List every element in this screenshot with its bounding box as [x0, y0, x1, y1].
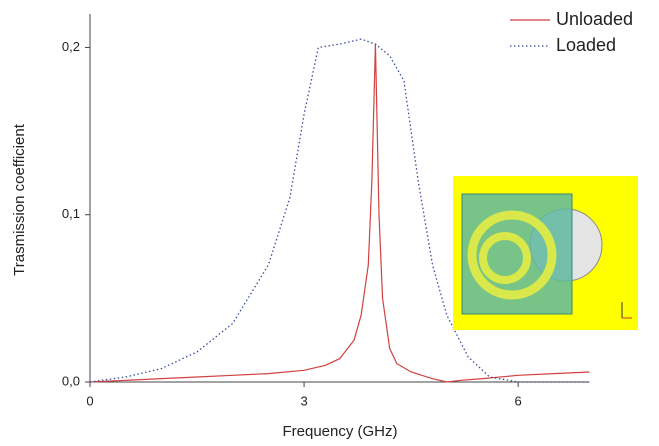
y-tick-label: 0,0: [62, 373, 80, 388]
x-axis-label: Frequency (GHz): [282, 423, 397, 440]
y-axis-label: Trasmission coefficient: [11, 123, 28, 276]
inset-model: [453, 176, 638, 330]
y-tick-label: 0,1: [62, 206, 80, 221]
plot: 0 3 6 0,0 0,1 0,2 Unloaded Loaded: [62, 9, 633, 409]
inset-inner-ring: [479, 232, 531, 284]
y-tick-label: 0,2: [62, 39, 80, 54]
x-tick-label: 6: [515, 393, 522, 408]
inset-outer-ring: [467, 210, 557, 300]
legend-label: Loaded: [556, 35, 616, 55]
series-line: [89, 44, 590, 383]
x-tick-label: 3: [300, 393, 307, 408]
legend-label: Unloaded: [556, 9, 633, 29]
series-line: [89, 38, 590, 383]
x-tick-label: 0: [86, 393, 93, 408]
